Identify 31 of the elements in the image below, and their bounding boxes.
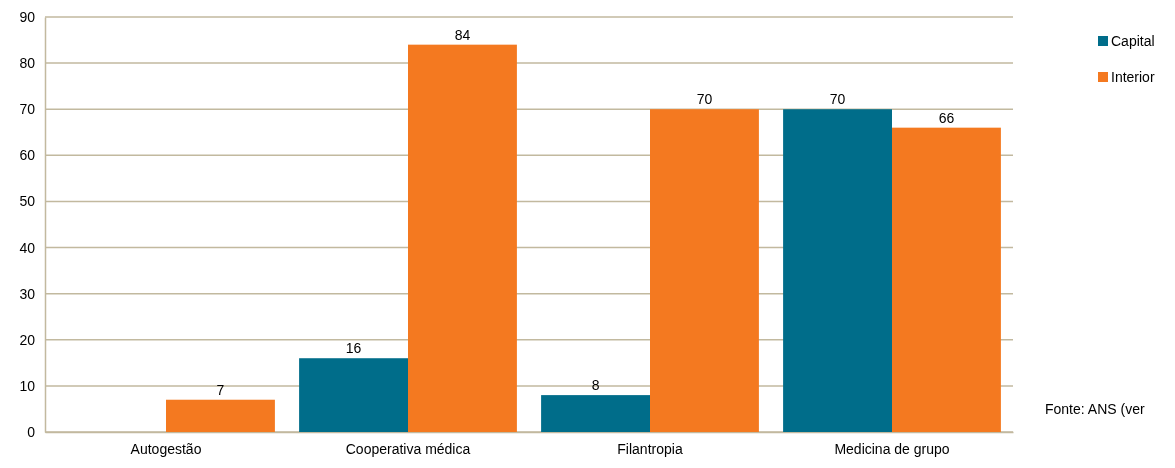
data-label: 7	[216, 381, 225, 398]
bar	[892, 127, 1001, 432]
data-label: 70	[829, 91, 846, 108]
y-tick-label: 10	[19, 377, 36, 394]
x-tick-label: Medicina de grupo	[834, 440, 950, 457]
bar	[408, 44, 517, 432]
y-tick-label: 90	[19, 8, 36, 25]
data-label: 70	[696, 91, 713, 108]
x-tick-label: Autogestão	[130, 440, 202, 457]
legend-label: Capital	[1111, 33, 1155, 49]
data-label: 84	[454, 26, 471, 43]
y-tick-label: 50	[19, 193, 36, 210]
bar	[650, 109, 759, 432]
data-label: 66	[938, 109, 955, 126]
y-tick-label: 40	[19, 239, 36, 256]
data-label: 8	[591, 377, 600, 394]
y-tick-label: 60	[19, 147, 36, 164]
y-tick-label: 70	[19, 101, 36, 118]
y-tick-label: 0	[27, 423, 36, 440]
x-tick-label: Cooperativa médica	[345, 440, 471, 457]
bar	[166, 399, 275, 432]
bar	[783, 109, 892, 432]
x-tick-label: Filantropia	[617, 440, 683, 457]
bar	[299, 358, 408, 432]
source-note: Fonte: ANS (ver	[1045, 401, 1145, 417]
y-tick-label: 80	[19, 55, 36, 72]
y-tick-label: 20	[19, 331, 36, 348]
bar	[541, 395, 650, 432]
data-label: 16	[345, 340, 362, 357]
legend-label: Interior	[1111, 69, 1155, 85]
y-tick-label: 30	[19, 285, 36, 302]
